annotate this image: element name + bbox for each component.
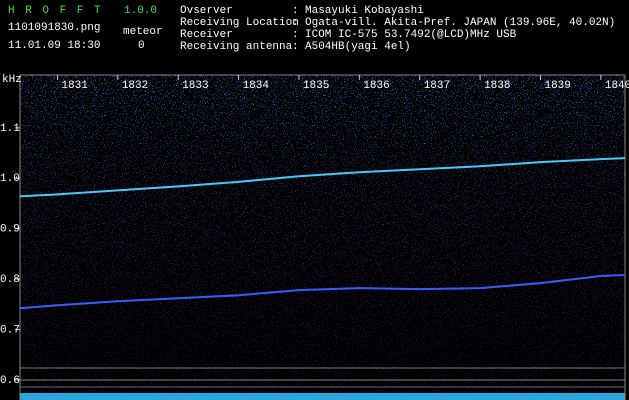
y-tick-label: 1.1	[0, 123, 20, 135]
field-separator: :	[292, 5, 299, 17]
x-tick-label: 1840	[605, 80, 629, 92]
field-separator: :	[292, 41, 299, 53]
field-separator: :	[292, 17, 299, 29]
field-value: ICOM IC-575 53.7492(@LCD)MHz USB	[305, 29, 517, 41]
counter-label: meteor	[123, 26, 163, 38]
y-label: kHz	[2, 74, 22, 86]
y-tick-label: 0.6	[0, 375, 20, 387]
signal-trace	[19, 157, 626, 198]
x-tick-label: 1837	[424, 80, 450, 92]
field-label: Receiving Location	[180, 17, 299, 29]
datetime: 11.01.09 18:30	[8, 40, 100, 52]
x-tick-label: 1839	[544, 80, 570, 92]
x-tick-label: 1832	[122, 80, 148, 92]
counter: 0	[138, 40, 145, 52]
field-value: Masayuki Kobayashi	[305, 5, 424, 17]
field-label: Receiver	[180, 29, 233, 41]
noise-strip	[20, 393, 625, 400]
version: 1.0.0	[124, 5, 157, 17]
x-tick-label: 1833	[182, 80, 208, 92]
app-name: H R O F F T	[8, 5, 103, 17]
filename: 1101091830.png	[8, 22, 100, 34]
x-tick-label: 1834	[243, 80, 270, 92]
field-label: Ovserver	[180, 5, 233, 17]
signal-trace	[19, 274, 626, 310]
x-tick-label: 1835	[303, 80, 329, 92]
x-tick-label: 1836	[363, 80, 389, 92]
x-tick-label: 1831	[61, 80, 88, 92]
y-tick-label: 0.8	[0, 274, 20, 286]
field-value: Ogata-vill. Akita-Pref. JAPAN (139.96E, …	[305, 17, 615, 29]
field-label: Receiving antenna	[180, 41, 293, 53]
noise	[20, 75, 625, 393]
y-tick-label: 0.9	[0, 224, 20, 236]
y-tick-label: 0.7	[0, 324, 20, 336]
field-separator: :	[292, 29, 299, 41]
y-tick-label: 1.0	[0, 173, 20, 185]
x-tick-label: 1838	[484, 80, 510, 92]
field-value: A504HB(yagi 4el)	[305, 41, 411, 53]
